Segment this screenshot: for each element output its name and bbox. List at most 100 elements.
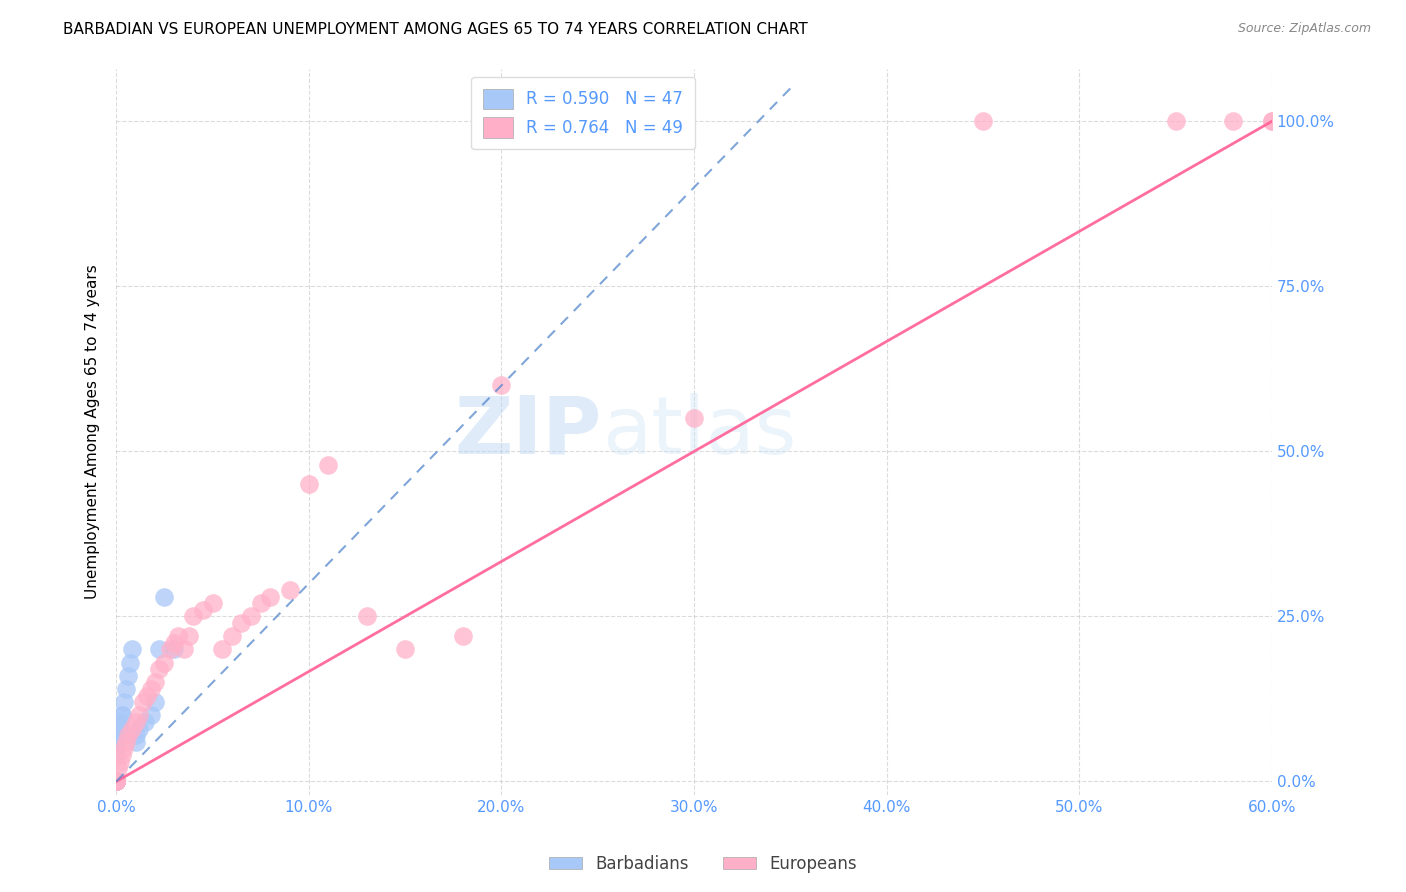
Point [394, 642, 416, 657]
Point [117, 728, 139, 742]
Point [191, 603, 214, 617]
Point [179, 629, 201, 643]
Point [143, 675, 166, 690]
Point [105, 774, 128, 789]
Point [139, 682, 162, 697]
Point [148, 662, 170, 676]
Point [117, 669, 139, 683]
Point [121, 642, 143, 657]
Point [105, 774, 128, 789]
Point [105, 774, 128, 789]
Point [111, 708, 134, 723]
Point [105, 774, 128, 789]
Point [316, 458, 339, 472]
Point [112, 741, 135, 756]
Point [249, 596, 271, 610]
Point [112, 695, 135, 709]
Point [105, 735, 128, 749]
Point [105, 774, 128, 789]
Point [105, 774, 128, 789]
Point [163, 642, 186, 657]
Point [1222, 114, 1244, 128]
Point [278, 582, 301, 597]
Point [221, 629, 243, 643]
Point [451, 629, 474, 643]
Point [105, 774, 128, 789]
Point [105, 774, 128, 789]
Point [139, 708, 162, 723]
Point [105, 774, 128, 789]
Point [201, 596, 224, 610]
Point [108, 755, 131, 769]
Point [105, 774, 128, 789]
Point [115, 682, 138, 697]
Point [124, 715, 146, 730]
Point [173, 642, 195, 657]
Point [105, 774, 128, 789]
Point [108, 722, 131, 736]
Point [105, 774, 128, 789]
Point [105, 774, 128, 789]
Point [111, 748, 134, 763]
Point [163, 636, 186, 650]
Y-axis label: Unemployment Among Ages 65 to 74 years: Unemployment Among Ages 65 to 74 years [86, 264, 100, 599]
Point [107, 728, 129, 742]
Point [231, 615, 253, 630]
Point [491, 378, 513, 392]
Legend: Barbadians, Europeans: Barbadians, Europeans [543, 848, 863, 880]
Legend: R = 0.590   N = 47, R = 0.764   N = 49: R = 0.590 N = 47, R = 0.764 N = 49 [471, 77, 695, 149]
Point [240, 609, 263, 624]
Point [148, 642, 170, 657]
Point [121, 722, 143, 736]
Point [105, 774, 128, 789]
Text: BARBADIAN VS EUROPEAN UNEMPLOYMENT AMONG AGES 65 TO 74 YEARS CORRELATION CHART: BARBADIAN VS EUROPEAN UNEMPLOYMENT AMONG… [63, 22, 808, 37]
Point [1261, 114, 1284, 128]
Point [108, 715, 131, 730]
Point [356, 609, 378, 624]
Point [128, 708, 150, 723]
Point [107, 761, 129, 775]
Point [105, 774, 128, 789]
Point [105, 774, 128, 789]
Point [298, 477, 321, 491]
Point [105, 774, 128, 789]
Point [105, 774, 128, 789]
Text: ZIP: ZIP [454, 392, 602, 471]
Point [1261, 114, 1284, 128]
Point [105, 774, 128, 789]
Point [105, 774, 128, 789]
Text: Source: ZipAtlas.com: Source: ZipAtlas.com [1237, 22, 1371, 36]
Point [105, 774, 128, 789]
Point [105, 774, 128, 789]
Point [105, 774, 128, 789]
Point [143, 695, 166, 709]
Point [211, 642, 233, 657]
Point [105, 774, 128, 789]
Point [132, 695, 155, 709]
Text: atlas: atlas [602, 392, 796, 471]
Point [153, 590, 176, 604]
Point [105, 741, 128, 756]
Point [153, 656, 176, 670]
Point [972, 114, 994, 128]
Point [683, 411, 706, 425]
Point [124, 735, 146, 749]
Point [167, 629, 190, 643]
Point [134, 715, 156, 730]
Point [1164, 114, 1187, 128]
Point [105, 774, 128, 789]
Point [111, 708, 134, 723]
Point [105, 774, 128, 789]
Point [128, 722, 150, 736]
Point [259, 590, 281, 604]
Point [107, 722, 129, 736]
Point [181, 609, 204, 624]
Point [105, 774, 128, 789]
Point [105, 774, 128, 789]
Point [105, 774, 128, 789]
Point [105, 774, 128, 789]
Point [124, 728, 146, 742]
Point [105, 748, 128, 763]
Point [118, 656, 141, 670]
Point [159, 642, 181, 657]
